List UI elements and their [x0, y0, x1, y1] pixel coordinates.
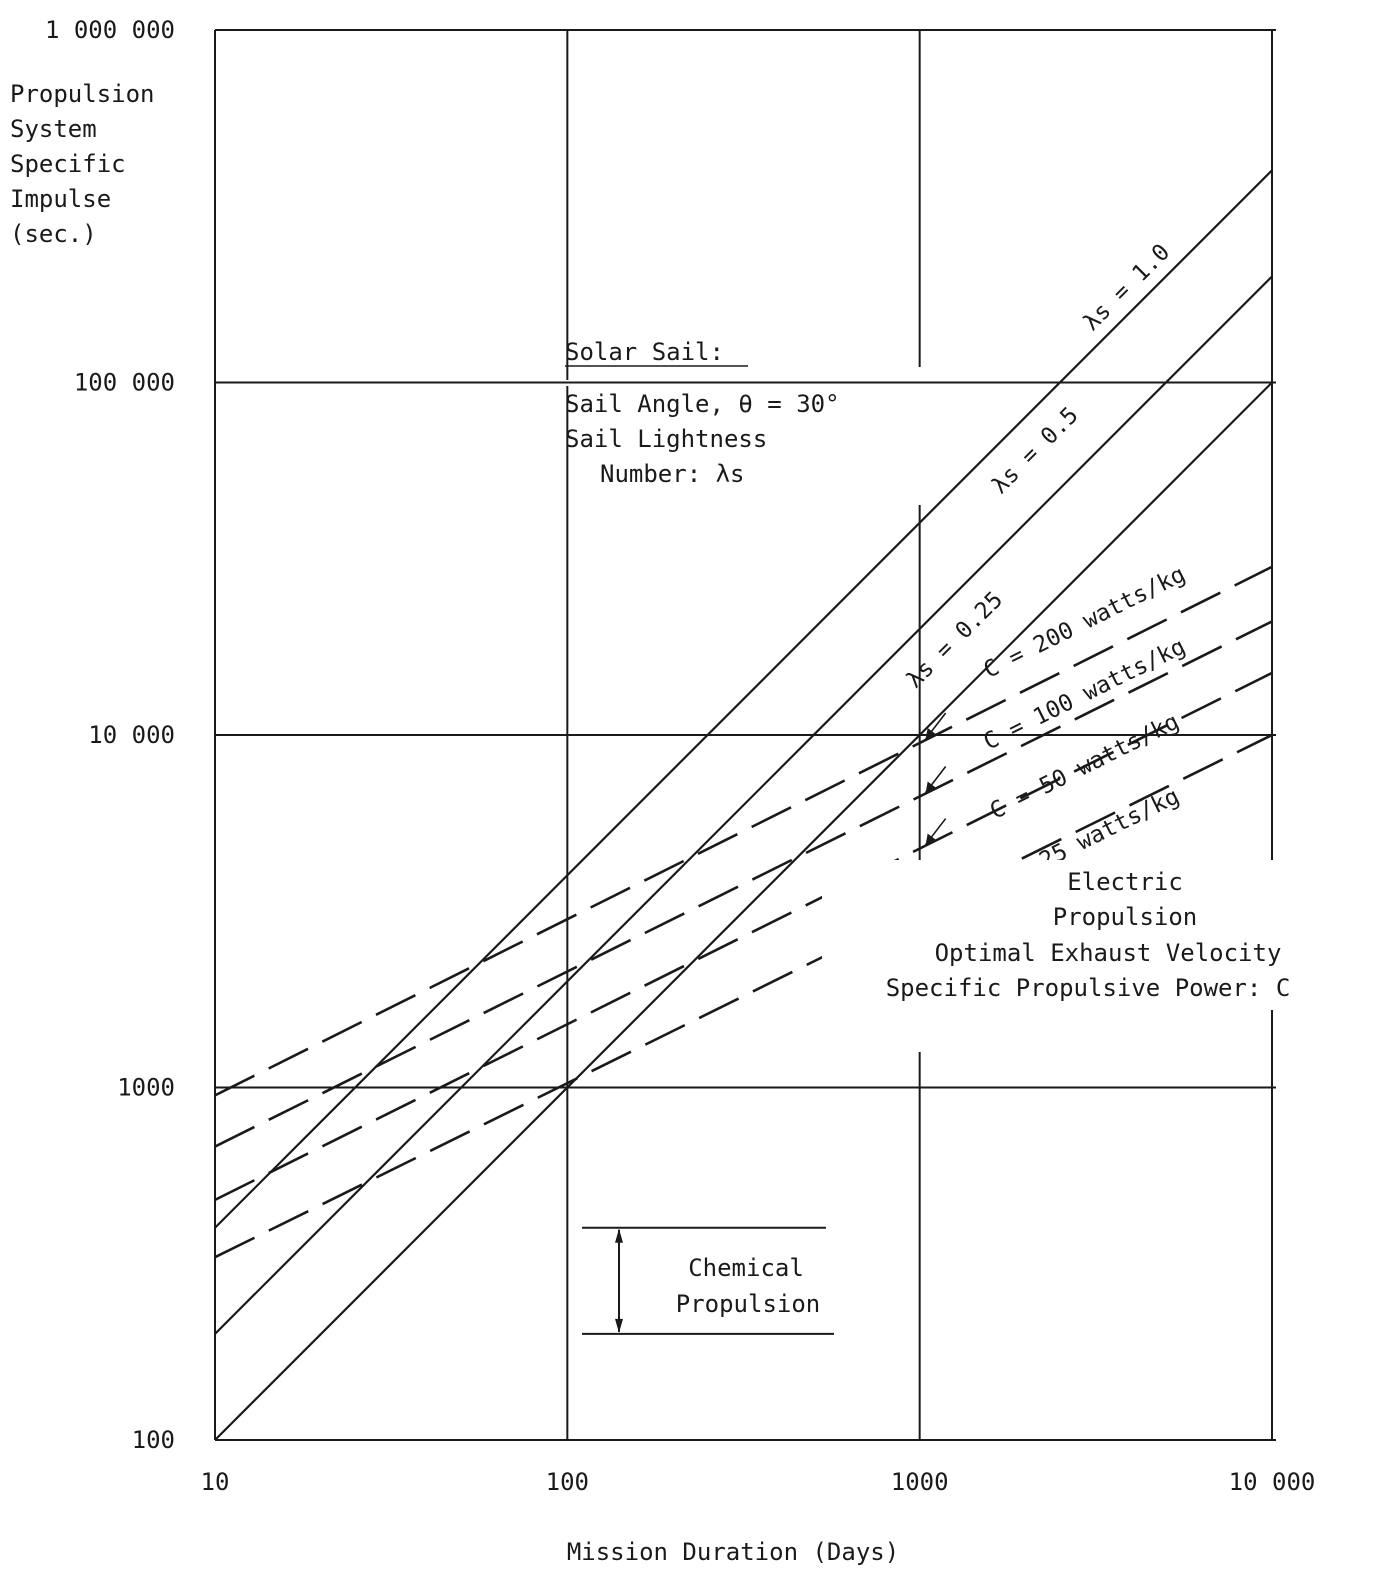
chemical-note-line: Chemical [688, 1254, 804, 1282]
series-label: λs = 0.5 [987, 402, 1084, 499]
arrowhead-icon [615, 1228, 623, 1243]
electric-note-line: Optimal Exhaust Velocity [935, 939, 1282, 967]
dashed-series-line [214, 620, 1273, 1148]
y-axis-label-line: Impulse [10, 185, 111, 213]
y-axis-label-line: (sec.) [10, 220, 97, 248]
series-labels: λs = 1.0λs = 0.5λs = 0.25C = 200 watts/k… [902, 239, 1190, 906]
solar-sail-annotation: Solar Sail: Sail Angle, θ = 30° Sail Lig… [565, 338, 840, 488]
dashed-series-line [214, 565, 1273, 1097]
y-tick-label: 1000 [117, 1074, 175, 1102]
electric-note-background [822, 860, 1350, 1010]
chemical-note-line: Propulsion [676, 1290, 821, 1318]
x-tick-label: 10 000 [1229, 1468, 1316, 1496]
arrowhead-icon [615, 1318, 623, 1333]
x-axis-label: Mission Duration (Days) [567, 1538, 899, 1566]
x-tick-label: 100 [546, 1468, 589, 1496]
y-tick-label: 100 000 [74, 369, 175, 397]
y-tick-label: 100 [132, 1426, 175, 1454]
solar-sail-line: Number: λs [600, 460, 745, 488]
y-axis-label-line: Specific [10, 150, 126, 178]
chemical-propulsion-annotation: Chemical Propulsion [582, 1226, 834, 1335]
solar-sail-line: Sail Lightness [565, 425, 767, 453]
electric-note-line: Electric [1067, 868, 1183, 896]
x-tick-label: 1000 [891, 1468, 949, 1496]
series-layer [214, 169, 1273, 1441]
arrowhead-icon [925, 727, 936, 739]
dashed-series-line [214, 733, 1273, 1259]
axis-ticks: 100 1000 10 000 100 000 1 000 000 10 100 1000 10… [45, 16, 1315, 1496]
y-axis-label-line: Propulsion [10, 80, 155, 108]
dashed-series-line [214, 671, 1273, 1202]
series-label: λs = 1.0 [1078, 239, 1175, 336]
solar-sail-line: Sail Angle, θ = 30° [565, 390, 840, 418]
arrowhead-icon [925, 833, 936, 845]
x-tick-label: 10 [201, 1468, 230, 1496]
electric-note-line: Specific Propulsive Power: C [886, 974, 1291, 1002]
grid [214, 29, 1276, 1441]
electric-propulsion-annotation: Electric Propulsion Optimal Exhaust Velo… [822, 860, 1350, 1010]
y-tick-label: 10 000 [88, 721, 175, 749]
solid-series-line [214, 275, 1273, 1335]
solid-series-line [214, 169, 1273, 1229]
electric-note-line: Propulsion [1053, 903, 1198, 931]
y-axis-label: Propulsion System Specific Impulse (sec.… [10, 80, 169, 248]
y-axis-label-line: System [10, 115, 97, 143]
y-tick-label: 1 000 000 [45, 16, 175, 44]
solar-sail-title: Solar Sail: [565, 338, 724, 366]
arrowhead-icon [925, 781, 936, 793]
solid-series-line [214, 381, 1273, 1441]
